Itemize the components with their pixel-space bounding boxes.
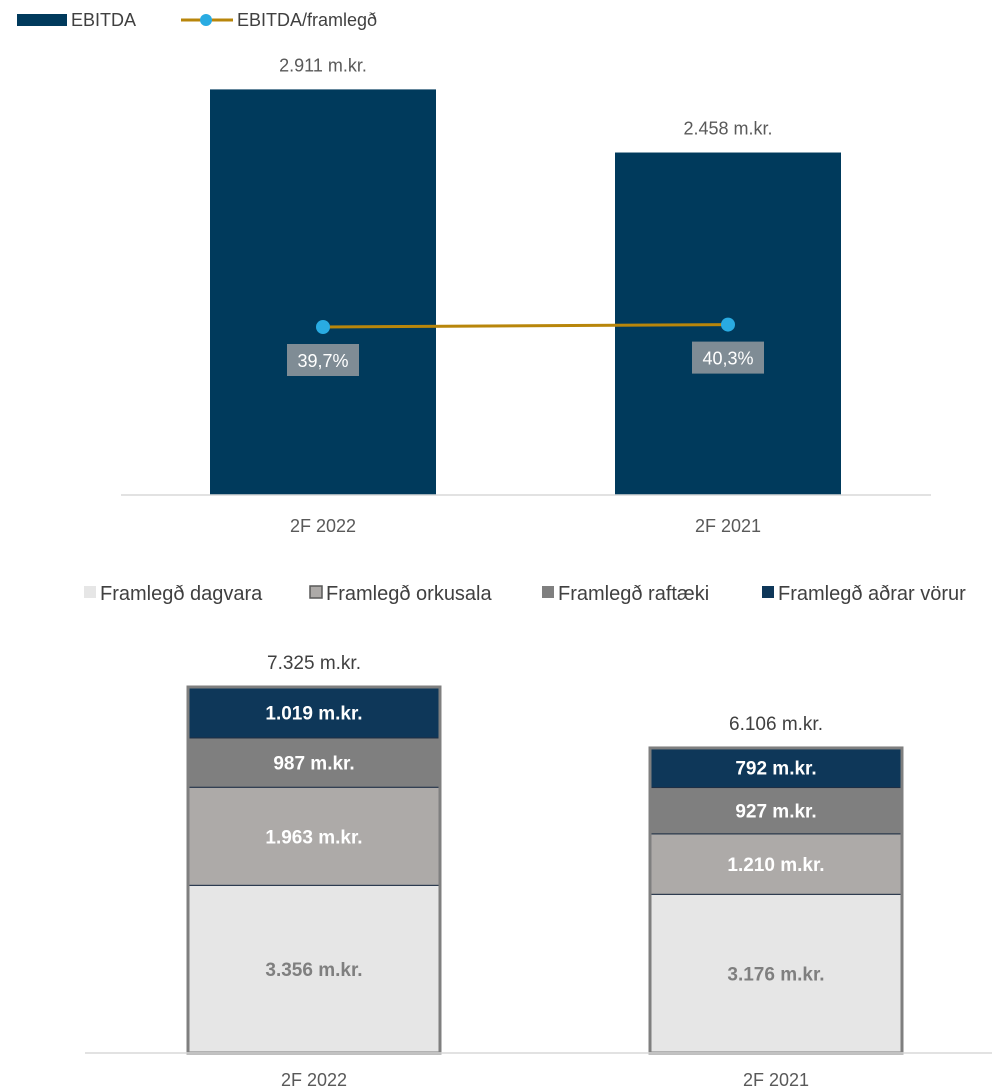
ebitda-bar-0 — [210, 89, 436, 495]
ebitda-margin-point-1 — [721, 317, 735, 332]
legend-ebitda: EBITDA — [17, 10, 136, 30]
legend-label-series-1: Framlegð orkusala — [326, 583, 493, 605]
ebitda-margin-label-box-1 — [692, 341, 764, 374]
stack-segment-1-2 — [649, 787, 903, 835]
legend-swatch-series-3 — [762, 586, 774, 598]
legend-swatch-series-0 — [84, 586, 96, 598]
ebitda-margin-point-0 — [316, 320, 330, 334]
chart2-category-label-1: 2F 2021 — [743, 1070, 809, 1090]
stack-segment-label-0-2: 987 m.kr. — [273, 754, 354, 775]
ebitda-value-label-0: 2.911 m.kr. — [279, 55, 367, 75]
ebitda-value-label-1: 2.458 m.kr. — [683, 119, 772, 139]
stack-segment-label-1-1: 1.210 m.kr. — [727, 855, 824, 876]
ebitda-margin-label-box-0 — [287, 344, 359, 376]
legend-label-series-2: Framlegð raftæki — [558, 583, 709, 605]
legend-label-series-0: Framlegð dagvara — [100, 583, 263, 605]
stack-segment-label-0-0: 3.356 m.kr. — [265, 960, 362, 981]
legend-label-ebitda: EBITDA — [71, 10, 136, 30]
chart2-category-label-0: 2F 2022 — [281, 1070, 347, 1090]
legend-label-series-3: Framlegð aðrar vörur — [778, 583, 966, 605]
legend-marker-ebitda-margin — [200, 14, 212, 26]
ebitda-margin-label-1: 40,3% — [702, 349, 753, 369]
legend-ebitda-margin: EBITDA/framlegð — [181, 10, 377, 30]
legend-label-ebitda-margin: EBITDA/framlegð — [237, 10, 377, 30]
ebitda-margin-line — [322, 323, 729, 329]
stack-segment-label-1-0: 3.176 m.kr. — [727, 965, 824, 986]
stack-segment-1-0 — [649, 893, 903, 1054]
stack-segment-label-0-1: 1.963 m.kr. — [265, 827, 362, 848]
legend-swatch-series-2 — [542, 586, 554, 598]
stack-segment-label-1-2: 927 m.kr. — [735, 802, 816, 823]
stack-segment-label-1-3: 792 m.kr. — [735, 759, 816, 780]
stack-segment-0-1 — [187, 786, 441, 886]
stack-total-label-0: 7.325 m.kr. — [267, 653, 361, 674]
legend-swatch-ebitda — [17, 14, 67, 26]
legend-swatch-series-1 — [309, 585, 323, 599]
stack-total-label-1: 6.106 m.kr. — [729, 714, 823, 735]
ebitda-margin-label-0: 39,7% — [297, 351, 348, 371]
stack-segment-0-0 — [187, 884, 441, 1054]
chart1-category-label-0: 2F 2022 — [290, 516, 356, 536]
stack-segment-label-0-3: 1.019 m.kr. — [265, 703, 362, 724]
chart1-category-label-1: 2F 2021 — [695, 516, 761, 536]
